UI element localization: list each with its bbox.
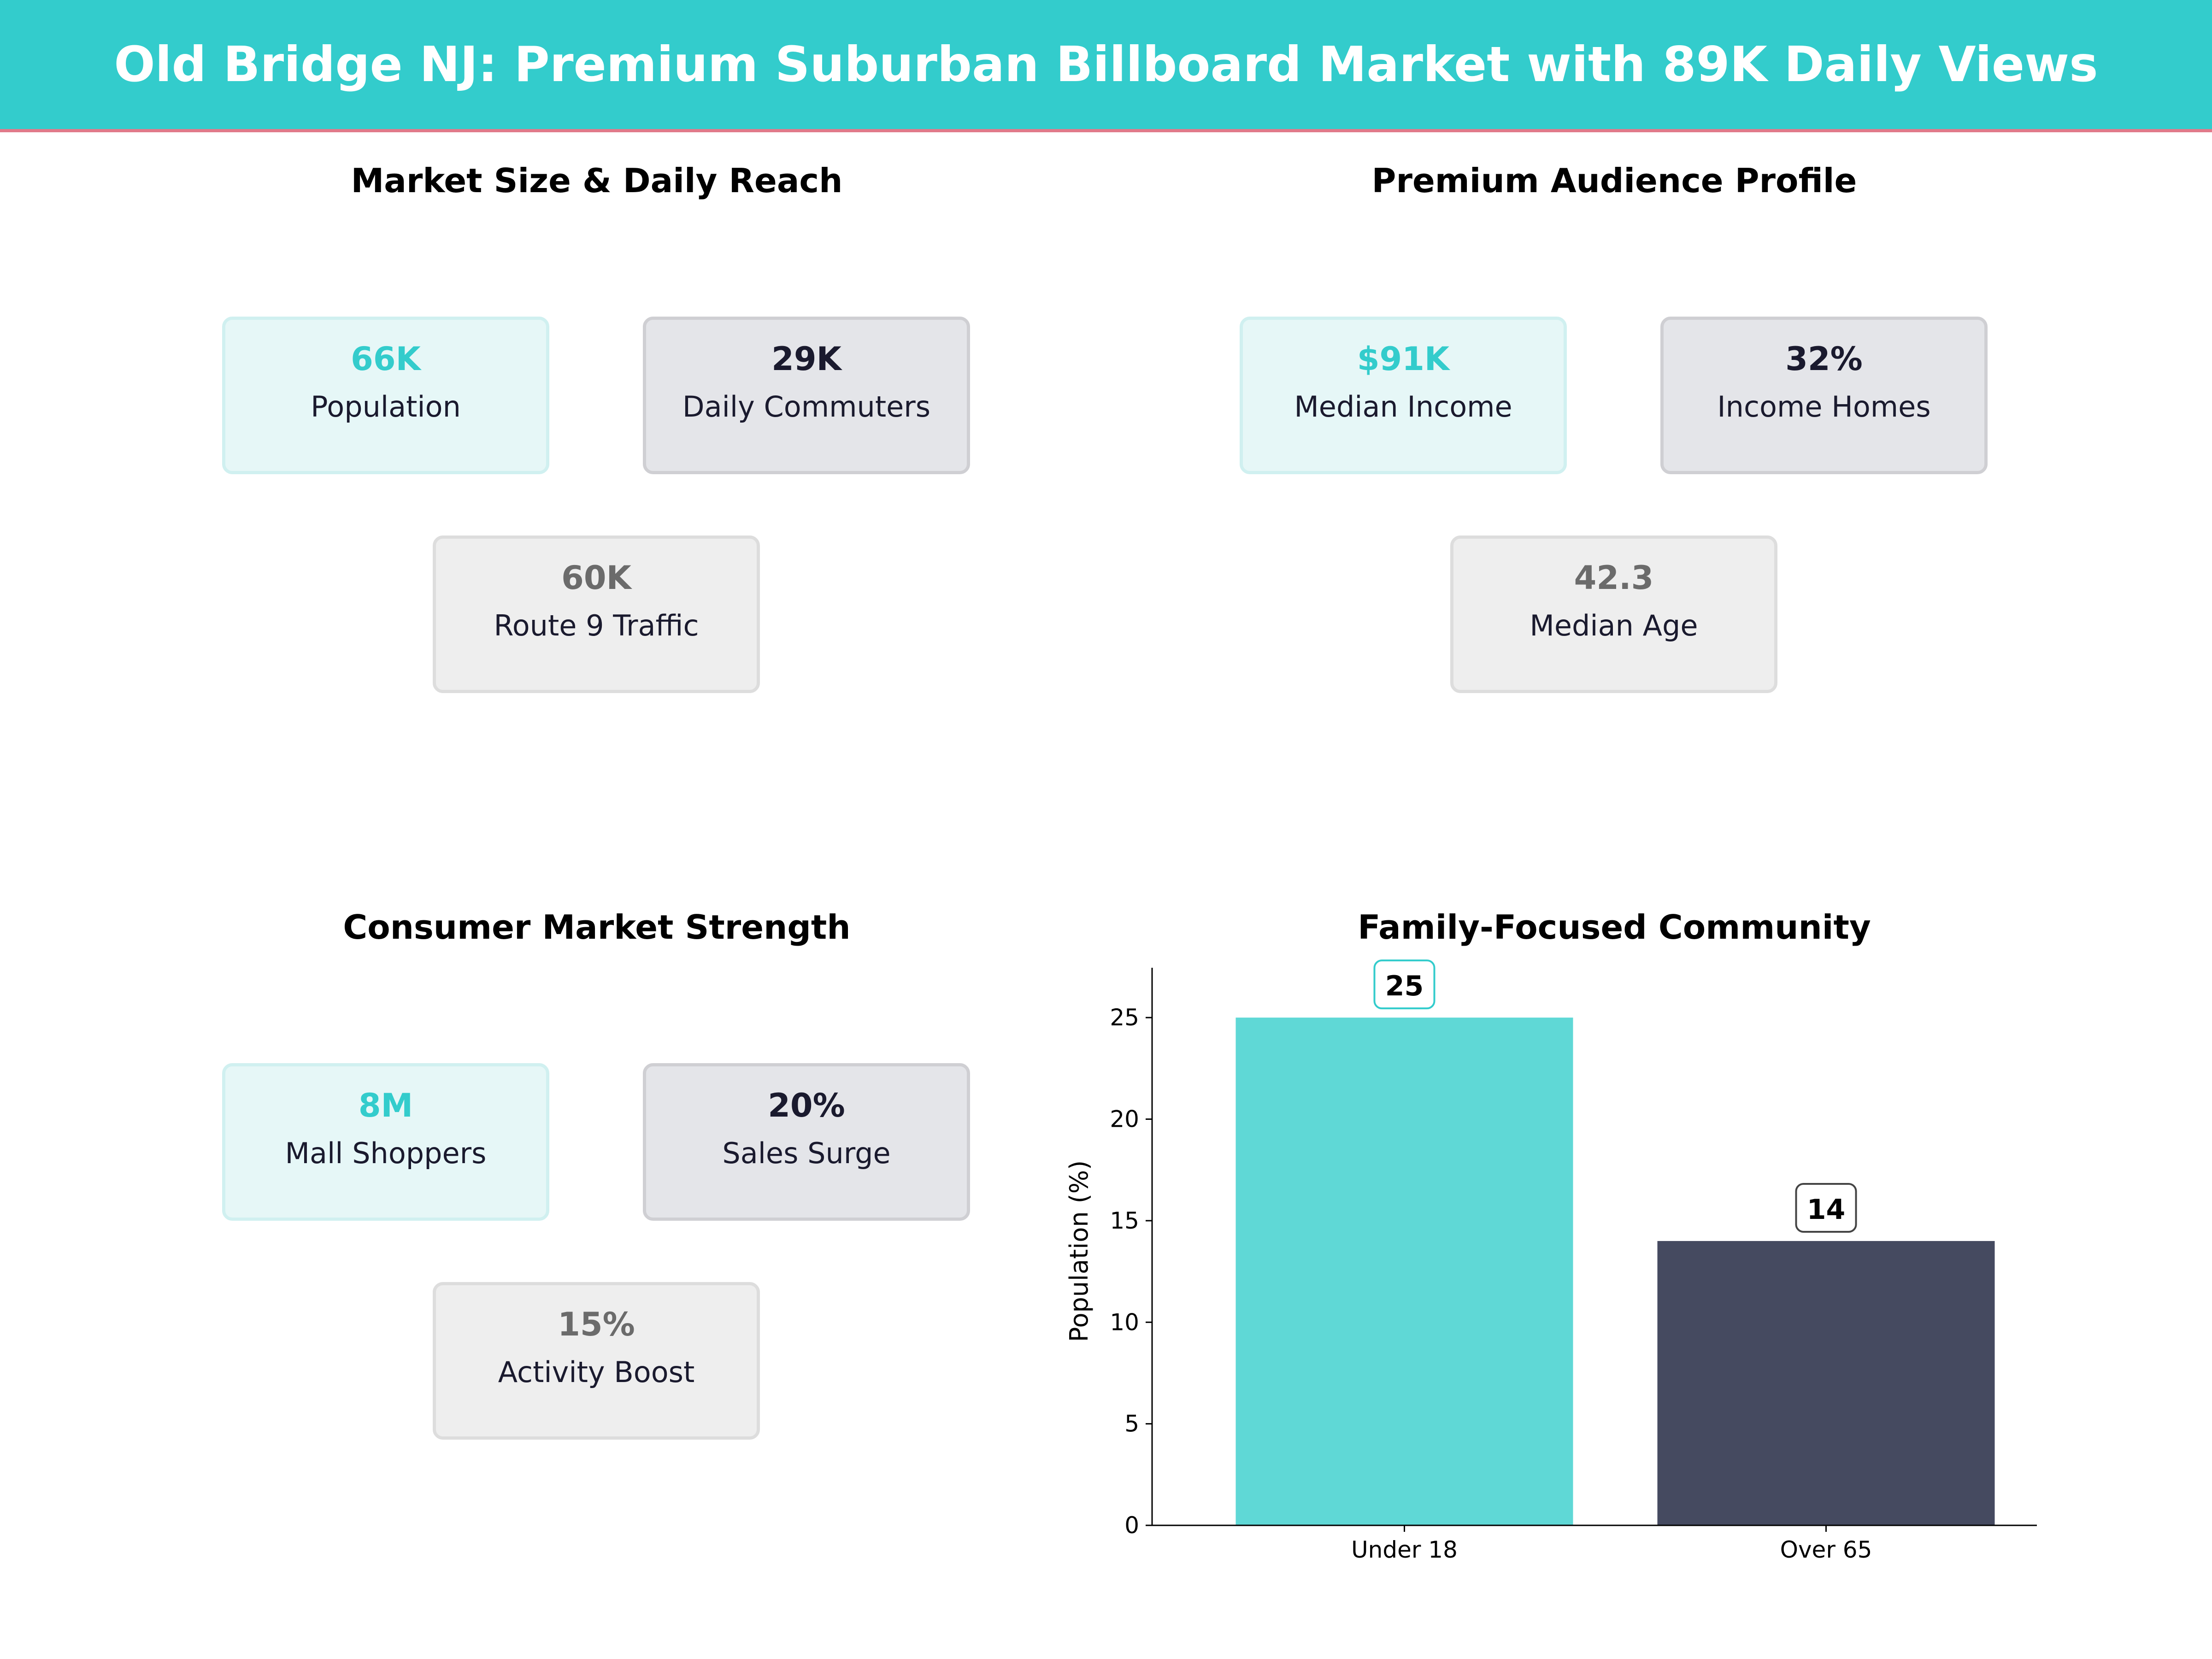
stat-label: Population: [311, 390, 461, 424]
bar-over-65: [1657, 1241, 1995, 1525]
panel-title-market-size: Market Size & Daily Reach: [351, 161, 843, 200]
data-label: 14: [1807, 1194, 1846, 1226]
x-tick-label: Over 65: [1780, 1536, 1872, 1563]
y-tick-label: 0: [1124, 1512, 1139, 1539]
x-tick-label: Under 18: [1351, 1536, 1458, 1563]
stat-value: 15%: [558, 1306, 635, 1343]
stat-card-sales-surge: 20% Sales Surge: [643, 1063, 970, 1221]
stat-label: Median Income: [1294, 390, 1512, 424]
data-label-box: [1795, 1182, 1857, 1233]
stat-card-mall-shoppers: 8M Mall Shoppers: [222, 1063, 549, 1221]
stat-label: Sales Surge: [722, 1136, 891, 1170]
stat-card-median-age: 42.3 Median Age: [1450, 535, 1777, 693]
stat-label: Route 9 Traffic: [494, 609, 699, 642]
chart-title: Family-Focused Community: [1358, 908, 1871, 947]
stat-value: 29K: [771, 340, 841, 378]
bar-under-18: [1235, 1018, 1573, 1525]
stat-card-daily-commuters: 29K Daily Commuters: [643, 317, 970, 474]
stat-card-population: 66K Population: [222, 317, 549, 474]
data-label: 25: [1385, 970, 1424, 1002]
y-axis-label: Population (%): [1065, 1160, 1094, 1342]
panel-title-consumer-strength: Consumer Market Strength: [343, 908, 851, 947]
stat-value: 20%: [768, 1087, 845, 1124]
stat-card-median-income: $91K Median Income: [1240, 317, 1567, 474]
panel-title-audience-profile: Premium Audience Profile: [1371, 161, 1857, 200]
y-tick-label: 10: [1110, 1309, 1139, 1335]
y-tick-label: 5: [1124, 1411, 1139, 1437]
stat-card-route-9-traffic: 60K Route 9 Traffic: [433, 535, 760, 693]
stat-value: 60K: [561, 559, 631, 597]
y-tick-label: 20: [1110, 1106, 1139, 1133]
stat-card-activity-boost: 15% Activity Boost: [433, 1282, 760, 1440]
header-banner: Old Bridge NJ: Premium Suburban Billboar…: [0, 0, 2212, 132]
stat-value: 66K: [351, 340, 421, 378]
stat-card-income-homes: 32% Income Homes: [1660, 317, 1988, 474]
y-tick-label: 15: [1110, 1207, 1139, 1234]
page-title: Old Bridge NJ: Premium Suburban Billboar…: [114, 36, 2098, 93]
stat-label: Mall Shoppers: [285, 1136, 487, 1170]
stat-label: Activity Boost: [498, 1355, 695, 1389]
stat-value: $91K: [1357, 340, 1450, 378]
bar-chart: 25 Under 18 14 Over 65 0 5 10 15 20 25 Population …: [1065, 959, 2037, 1563]
stat-label: Income Homes: [1717, 390, 1931, 424]
stat-value: 42.3: [1574, 559, 1654, 597]
y-tick-label: 25: [1110, 1004, 1139, 1031]
stat-label: Median Age: [1530, 609, 1698, 642]
data-label-box: [1373, 959, 1435, 1010]
stat-label: Daily Commuters: [682, 390, 931, 424]
stat-value: 32%: [1785, 340, 1863, 378]
stat-value: 8M: [358, 1087, 413, 1124]
